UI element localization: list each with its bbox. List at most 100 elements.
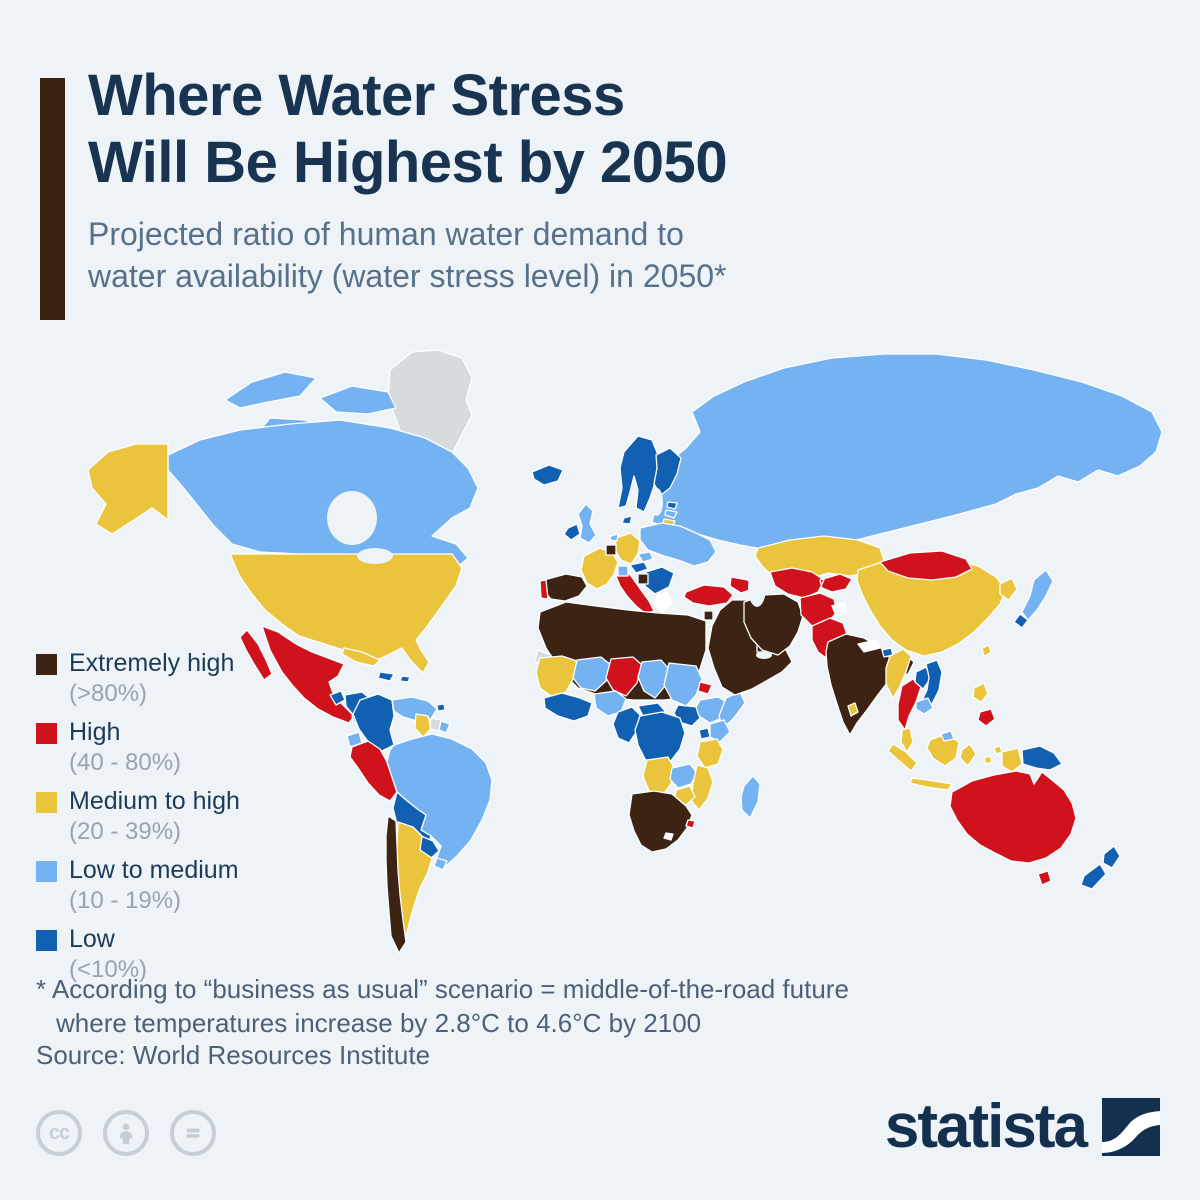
legend-item-extremely-high: Extremely high (>80%)	[36, 650, 336, 708]
country-russia	[651, 353, 1163, 553]
world-map	[30, 345, 1170, 970]
country-myanmar	[885, 648, 912, 699]
country-korea	[999, 577, 1018, 601]
legend-label: High	[69, 717, 121, 746]
legend-label: Low to medium	[69, 855, 239, 884]
country-new-guinea-west	[1001, 747, 1023, 773]
country-finland	[653, 447, 682, 496]
country-nepal	[857, 639, 881, 653]
legend-item-high: High (40 - 80%)	[36, 717, 336, 777]
legend-label: Low	[69, 924, 115, 953]
country-austria	[629, 561, 649, 574]
country-marker-belgium	[605, 544, 617, 556]
country-suriname	[429, 717, 442, 732]
country-marker-switzerland	[617, 565, 629, 577]
legend-text-high: High (40 - 80%)	[69, 717, 182, 777]
cc-icon: cc	[36, 1110, 82, 1156]
baltic-sea	[651, 488, 663, 516]
country-mauritania-senegal	[535, 655, 578, 697]
country-tasmania	[1037, 870, 1052, 886]
country-java	[909, 777, 953, 791]
country-japan	[1021, 569, 1054, 621]
legend-text-extremely-high: Extremely high (>80%)	[69, 650, 234, 708]
legend-swatch-medium-to-high	[36, 791, 57, 813]
legend-item-low: Low (<10%)	[36, 924, 336, 984]
country-sulawesi	[959, 743, 977, 767]
person-icon	[119, 1123, 133, 1145]
country-marker-cyprus	[703, 610, 714, 621]
legend-label: Medium to high	[69, 786, 240, 815]
country-cambodia	[915, 697, 934, 715]
country-zambia	[669, 763, 698, 789]
statista-logo-mark	[1102, 1098, 1160, 1156]
legend-text-low-to-medium: Low to medium (10 - 19%)	[69, 855, 239, 915]
page-title: Where Water Stress Will Be Highest by 20…	[88, 62, 1088, 197]
country-caucasus	[729, 576, 754, 594]
country-japan-south	[1013, 613, 1029, 629]
country-australia	[949, 770, 1077, 864]
title-line1: Where Water Stress	[88, 63, 625, 128]
map-countries	[87, 349, 1163, 954]
page-subtitle: Projected ratio of human water demand to…	[88, 213, 1088, 299]
footnote: * According to “business as usual” scena…	[36, 972, 849, 1041]
legend-item-low-to-medium: Low to medium (10 - 19%)	[36, 855, 336, 915]
country-marker-san-marino	[637, 573, 649, 585]
legend-range: (20 - 39%)	[69, 817, 182, 845]
country-sumatra	[887, 743, 918, 772]
country-greece	[654, 591, 673, 614]
legend-item-medium-to-high: Medium to high (20 - 39%)	[36, 786, 336, 846]
statista-logo: statista	[885, 1096, 1160, 1158]
legend-range: (40 - 80%)	[69, 748, 182, 776]
black-sea	[688, 567, 718, 581]
footnote-line1: * According to “business as usual” scena…	[36, 974, 849, 1004]
country-southern-africa	[628, 790, 693, 853]
country-mali	[572, 656, 612, 692]
legend-swatch-high	[36, 722, 57, 744]
country-turkey	[683, 584, 734, 607]
country-ireland	[563, 523, 581, 541]
country-middle-east	[707, 599, 793, 696]
country-madagascar	[740, 775, 761, 819]
country-sri-lanka	[847, 702, 859, 717]
cc-attribution-icon	[103, 1110, 149, 1156]
country-philippines-south	[977, 708, 996, 727]
country-maluku	[983, 745, 1003, 765]
cc-nd-icon	[170, 1110, 216, 1156]
caspian-sea	[748, 569, 766, 607]
subtitle-line1: Projected ratio of human water demand to	[88, 215, 684, 252]
statista-wordmark: statista	[884, 1092, 1088, 1161]
country-sudan	[663, 662, 703, 707]
country-tanzania	[696, 738, 724, 769]
legend-text-medium-to-high: Medium to high (20 - 39%)	[69, 786, 240, 846]
country-uganda	[698, 727, 711, 740]
country-portugal	[539, 579, 549, 600]
great-lakes	[357, 548, 393, 564]
footnote-line2: where temperatures increase by 2.8°C to …	[56, 1008, 702, 1039]
country-puerto-rico	[399, 675, 411, 683]
country-italy	[615, 571, 655, 615]
country-cameroon-congo	[612, 706, 641, 744]
legend-swatch-extremely-high	[36, 654, 57, 675]
country-mongolia	[879, 550, 973, 581]
country-alaska	[87, 443, 169, 535]
map-seas	[327, 488, 772, 659]
country-iran	[743, 593, 804, 656]
legend-swatch-low-to-medium	[36, 860, 57, 882]
persian-gulf	[756, 651, 772, 659]
country-west-africa	[543, 692, 593, 722]
country-balkans	[644, 566, 675, 595]
country-laos	[914, 666, 932, 690]
subtitle-line2: water availability (water stress level) …	[88, 258, 727, 295]
country-eastern-europe	[639, 522, 717, 567]
country-kenya	[709, 719, 731, 743]
country-estonia	[666, 501, 678, 510]
country-denmark	[621, 515, 633, 525]
country-uruguay	[433, 857, 448, 871]
country-philippines-north	[972, 682, 989, 703]
country-chad	[637, 659, 670, 699]
country-swaziland	[685, 819, 696, 829]
country-new-zealand	[1080, 845, 1121, 890]
country-iceland	[531, 464, 564, 486]
legend: Extremely high (>80%) High (40 - 80%) Me…	[36, 650, 336, 994]
country-trinidad	[436, 703, 446, 712]
